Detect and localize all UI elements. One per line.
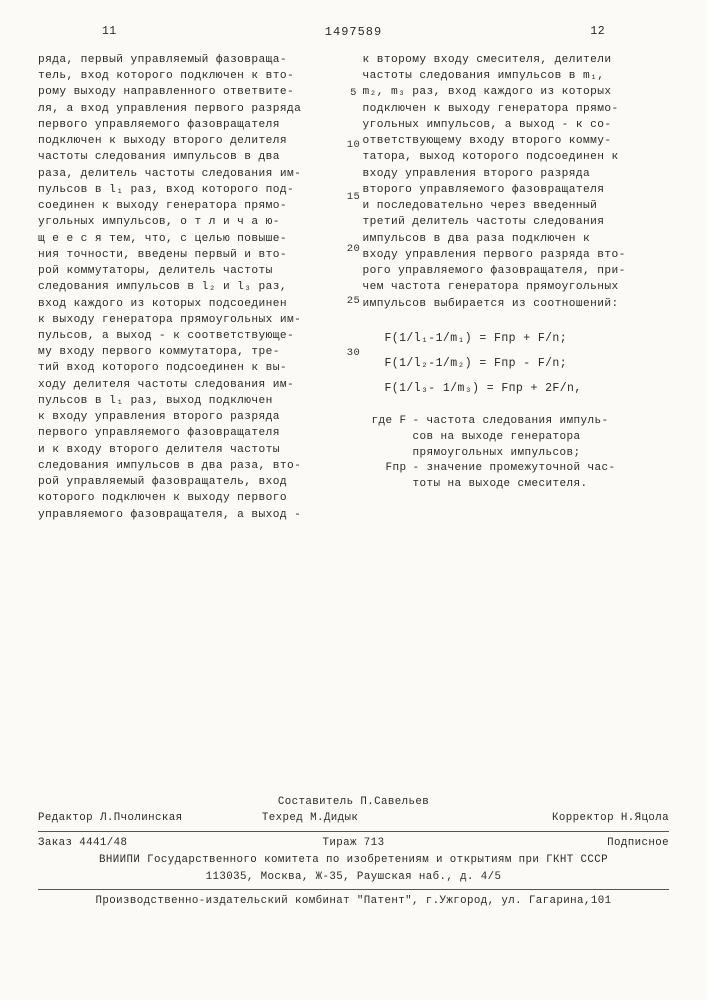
press-line: Производственно-издательский комбинат "П… bbox=[38, 893, 669, 910]
header: 11 1497589 12 bbox=[38, 24, 669, 46]
left-column: ряда, первый управляемый фазовраща- тель… bbox=[38, 52, 345, 523]
line-mark: 25 bbox=[344, 296, 364, 307]
composer-name: П.Савельев bbox=[360, 796, 429, 808]
document-number: 1497589 bbox=[325, 24, 382, 41]
left-column-text: ряда, первый управляемый фазовраща- тель… bbox=[38, 52, 345, 523]
formula-1: F(1/l₁-1/m₁) = Fпр + F/n; bbox=[385, 326, 670, 351]
page-number-left: 11 bbox=[102, 24, 117, 41]
subscription: Подписное bbox=[459, 835, 669, 852]
page: 11 1497589 12 5 10 15 20 25 30 ряда, пер… bbox=[0, 0, 707, 1000]
right-column: к второму входу смесителя, делители част… bbox=[363, 52, 670, 523]
definition-Fpr-text: - значение промежуточной час- тоты на вы… bbox=[413, 461, 670, 493]
composer-line: Составитель П.Савельев bbox=[38, 794, 669, 811]
formula-block: F(1/l₁-1/m₁) = Fпр + F/n; F(1/l₂-1/m₂) =… bbox=[385, 326, 670, 402]
techred-label: Техред bbox=[262, 812, 303, 824]
definition-Fpr: Fпр - значение промежуточной час- тоты н… bbox=[363, 461, 670, 493]
imprint-footer: Составитель П.Савельев Редактор Л.Пчолин… bbox=[38, 794, 669, 910]
order-number: Заказ 4441/48 bbox=[38, 835, 248, 852]
definition-F: где F - частота следования импуль- сов н… bbox=[363, 414, 670, 462]
line-mark: 30 bbox=[344, 348, 364, 359]
order-row: Заказ 4441/48 Тираж 713 Подписное bbox=[38, 835, 669, 852]
rule-2 bbox=[38, 889, 669, 890]
corrector-label: Корректор bbox=[552, 812, 614, 824]
editor-label: Редактор bbox=[38, 812, 93, 824]
corrector-name: Н.Яцола bbox=[621, 812, 669, 824]
org-line-1: ВНИИПИ Государственного комитета по изоб… bbox=[38, 852, 669, 869]
line-mark: 20 bbox=[344, 244, 364, 255]
formula-2: F(1/l₂-1/m₂) = Fпр - F/n; bbox=[385, 351, 670, 376]
editor-name: Л.Пчолинская bbox=[100, 812, 183, 824]
rule-1 bbox=[38, 831, 669, 832]
definition-Fpr-label: Fпр bbox=[363, 461, 413, 493]
two-column-body: ряда, первый управляемый фазовраща- тель… bbox=[38, 52, 669, 523]
techred-cell: Техред М.Дидык bbox=[262, 810, 466, 827]
org-line-2: 113035, Москва, Ж-35, Раушская наб., д. … bbox=[38, 869, 669, 886]
composer-label: Составитель bbox=[278, 796, 354, 808]
definition-F-label: где F bbox=[363, 414, 413, 462]
definition-F-text: - частота следования импуль- сов на выхо… bbox=[413, 414, 670, 462]
corrector-cell: Корректор Н.Яцола bbox=[465, 810, 669, 827]
line-mark: 5 bbox=[344, 88, 364, 99]
formula-3: F(1/l₃- 1/m₃) = Fпр + 2F/n, bbox=[385, 376, 670, 401]
tirazh: Тираж 713 bbox=[248, 835, 458, 852]
page-number-right: 12 bbox=[590, 24, 605, 41]
editor-cell: Редактор Л.Пчолинская bbox=[38, 810, 262, 827]
techred-name: М.Дидык bbox=[310, 812, 358, 824]
line-mark: 10 bbox=[344, 140, 364, 151]
line-mark: 15 bbox=[344, 192, 364, 203]
right-column-text: к второму входу смесителя, делители част… bbox=[363, 52, 670, 312]
definitions: где F - частота следования импуль- сов н… bbox=[363, 414, 670, 494]
credits-row: Редактор Л.Пчолинская Техред М.Дидык Кор… bbox=[38, 810, 669, 827]
